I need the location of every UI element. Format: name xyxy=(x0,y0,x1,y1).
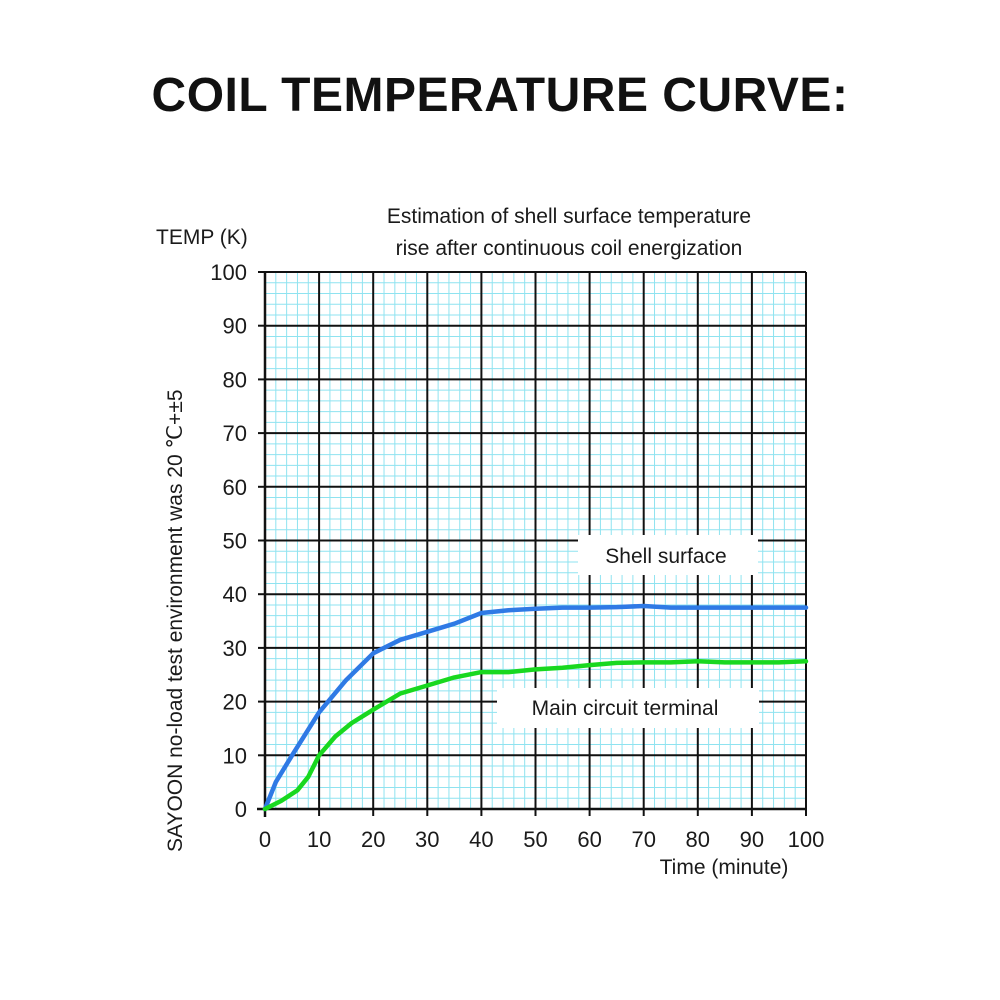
shell-surface-label: Shell surface xyxy=(605,545,726,568)
y-tick-label: 60 xyxy=(223,475,247,500)
main-circuit-terminal-label: Main circuit terminal xyxy=(532,697,719,720)
x-tick-label: 80 xyxy=(686,827,710,852)
x-tick-label: 100 xyxy=(788,827,825,852)
y-tick-label: 0 xyxy=(235,797,247,822)
side-note: SAYOON no-load test environment was 20 ℃… xyxy=(164,389,187,852)
x-tick-label: 60 xyxy=(577,827,601,852)
main-circuit-terminal-label-bg xyxy=(497,688,759,728)
chart-annotations: Shell surface Main circuit terminal xyxy=(497,535,759,728)
y-tick-label: 70 xyxy=(223,421,247,446)
x-tick-label: 20 xyxy=(361,827,385,852)
x-tick-label: 50 xyxy=(523,827,547,852)
y-tick-label: 30 xyxy=(223,636,247,661)
y-axis-label: TEMP (K) xyxy=(156,226,248,249)
chart-title-line1: Estimation of shell surface temperature xyxy=(387,205,751,228)
y-tick-label: 50 xyxy=(223,529,247,554)
main-circuit-terminal-line xyxy=(262,659,809,812)
x-tick-label: 10 xyxy=(307,827,331,852)
y-tick-label: 10 xyxy=(223,743,247,768)
x-tick-label: 90 xyxy=(740,827,764,852)
y-tick-label: 100 xyxy=(210,260,247,285)
shell-surface-line xyxy=(262,603,809,812)
page-title: COIL TEMPERATURE CURVE: xyxy=(151,69,849,122)
shell-surface-label-bg xyxy=(578,535,758,575)
chart-title-line2: rise after continuous coil energization xyxy=(396,237,743,260)
x-axis-label: Time (minute) xyxy=(660,856,789,879)
y-tick-label: 40 xyxy=(223,582,247,607)
y-tick-label: 90 xyxy=(223,314,247,339)
y-tick-label: 80 xyxy=(223,367,247,392)
y-tick-label: 20 xyxy=(223,690,247,715)
x-tick-label: 70 xyxy=(631,827,655,852)
x-tick-label: 40 xyxy=(469,827,493,852)
x-tick-label: 0 xyxy=(259,827,271,852)
chart-axes: 0 10 20 30 40 50 60 70 80 90 100 0 10 20 30 40 50 60 70 80 9… xyxy=(210,260,824,852)
x-tick-label: 30 xyxy=(415,827,439,852)
chart-series xyxy=(262,603,809,812)
chart-labels: Estimation of shell surface temperature … xyxy=(156,205,788,879)
